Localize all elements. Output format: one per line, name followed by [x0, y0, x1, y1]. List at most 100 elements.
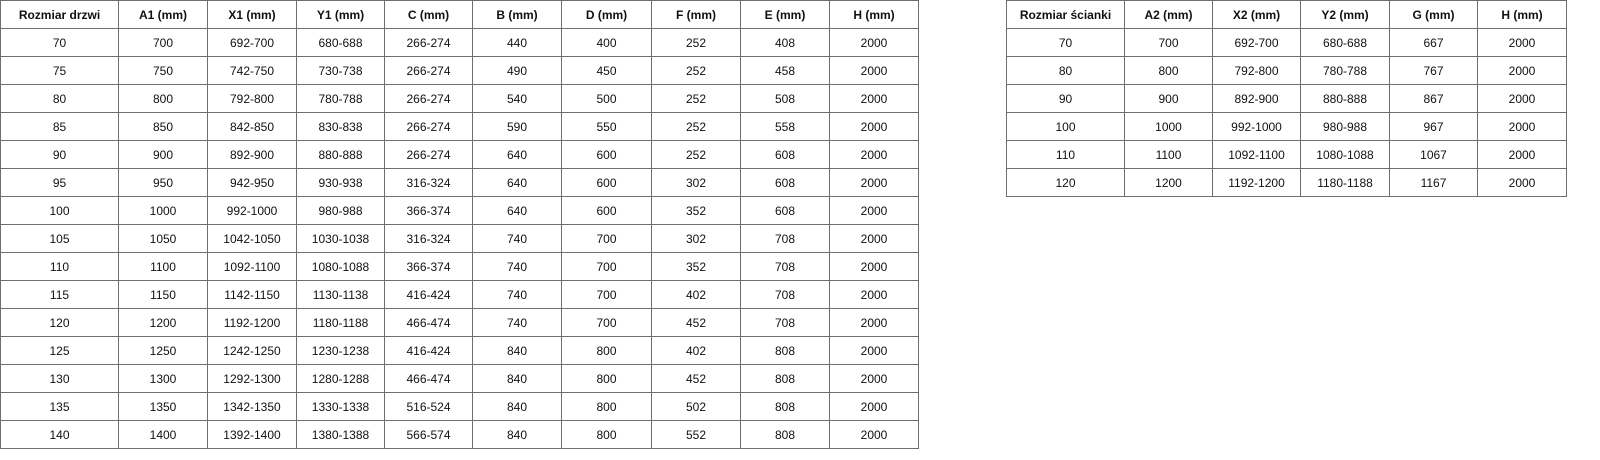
table-cell: 840 — [472, 420, 562, 449]
table-cell: 800 — [561, 336, 652, 365]
table-cell: 608 — [740, 140, 830, 169]
table-cell: 80 — [0, 84, 119, 113]
table-cell: 2000 — [1477, 84, 1567, 113]
table-cell: 667 — [1389, 28, 1478, 57]
table-cell: 867 — [1389, 84, 1478, 113]
column-header: G (mm) — [1389, 0, 1478, 29]
table-cell: 708 — [740, 280, 830, 309]
table-cell: 1042-1050 — [207, 224, 297, 253]
table-cell: 2000 — [829, 252, 919, 281]
table-row: 100 1000 992-1000 980-988 366-374 640 600 352 60… — [0, 196, 919, 225]
table-cell: 2000 — [829, 196, 919, 225]
table-cell: 1100 — [1124, 140, 1213, 169]
table-cell: 692-700 — [207, 28, 297, 57]
table-cell: 1280-1288 — [296, 364, 385, 393]
table-cell: 566-574 — [384, 420, 473, 449]
table-cell: 2000 — [829, 56, 919, 85]
table-cell: 830-838 — [296, 112, 385, 141]
table-cell: 120 — [1006, 168, 1125, 197]
table-cell: 2000 — [1477, 140, 1567, 169]
table-cell: 2000 — [1477, 168, 1567, 197]
table-cell: 708 — [740, 224, 830, 253]
table-row: 80 800 792-800 780-788 266-274 540 500 252 508 20… — [0, 84, 919, 113]
table-header-row: Rozmiar ścianki A2 (mm) X2 (mm) Y2 (mm) G (m… — [1006, 0, 1567, 29]
table-cell: 140 — [0, 420, 119, 449]
table-cell: 800 — [1124, 56, 1213, 85]
table-cell: 502 — [651, 392, 741, 421]
table-row: 115 1150 1142-1150 1130-1138 416-424 740 700 40… — [0, 280, 919, 309]
column-header: X2 (mm) — [1212, 0, 1301, 29]
table-cell: 840 — [472, 336, 562, 365]
table-cell: 980-988 — [296, 196, 385, 225]
table-cell: 680-688 — [1300, 28, 1390, 57]
table-cell: 767 — [1389, 56, 1478, 85]
table-row: 70 700 692-700 680-688 667 2000 — [1006, 28, 1567, 57]
table-cell: 85 — [0, 112, 119, 141]
table-cell: 2000 — [829, 364, 919, 393]
table-cell: 740 — [472, 252, 562, 281]
table-cell: 2000 — [829, 280, 919, 309]
table-header-row: Rozmiar drzwi A1 (mm) X1 (mm) Y1 (mm) C (mm)… — [0, 0, 919, 29]
table-cell: 840 — [472, 364, 562, 393]
table-cell: 366-374 — [384, 196, 473, 225]
table-row: 110 1100 1092-1100 1080-1088 366-374 740 700 35… — [0, 252, 919, 281]
table-cell: 70 — [0, 28, 119, 57]
table-cell: 992-1000 — [207, 196, 297, 225]
table-cell: 316-324 — [384, 224, 473, 253]
table-cell: 1400 — [118, 420, 208, 449]
table-cell: 1200 — [1124, 168, 1213, 197]
table-cell: 70 — [1006, 28, 1125, 57]
table-cell: 252 — [651, 140, 741, 169]
table-cell: 100 — [1006, 112, 1125, 141]
table-cell: 1000 — [1124, 112, 1213, 141]
table-row: 110 1100 1092-1100 1080-1088 1067 2000 — [1006, 140, 1567, 169]
table-cell: 266-274 — [384, 28, 473, 57]
table-cell: 252 — [651, 112, 741, 141]
table-cell: 1342-1350 — [207, 392, 297, 421]
table-cell: 800 — [118, 84, 208, 113]
table-cell: 640 — [472, 140, 562, 169]
table-cell: 130 — [0, 364, 119, 393]
table-cell: 2000 — [829, 84, 919, 113]
table-cell: 842-850 — [207, 112, 297, 141]
table-cell: 600 — [561, 140, 652, 169]
table-row: 130 1300 1292-1300 1280-1288 466-474 840 800 45… — [0, 364, 919, 393]
table-cell: 316-324 — [384, 168, 473, 197]
table-cell: 967 — [1389, 112, 1478, 141]
table-row: 85 850 842-850 830-838 266-274 590 550 252 558 20… — [0, 112, 919, 141]
table-cell: 1092-1100 — [207, 252, 297, 281]
table-cell: 700 — [561, 280, 652, 309]
table-row: 125 1250 1242-1250 1230-1238 416-424 840 800 40… — [0, 336, 919, 365]
table-cell: 780-788 — [296, 84, 385, 113]
table-row: 105 1050 1042-1050 1030-1038 316-324 740 700 30… — [0, 224, 919, 253]
table-cell: 558 — [740, 112, 830, 141]
table-cell: 135 — [0, 392, 119, 421]
table-cell: 90 — [1006, 84, 1125, 113]
column-header: B (mm) — [472, 0, 562, 29]
table-cell: 2000 — [1477, 28, 1567, 57]
table-cell: 800 — [561, 392, 652, 421]
table-cell: 1067 — [1389, 140, 1478, 169]
table-cell: 792-800 — [207, 84, 297, 113]
table-cell: 700 — [118, 28, 208, 57]
table-cell: 552 — [651, 420, 741, 449]
table-cell: 1292-1300 — [207, 364, 297, 393]
table-cell: 1130-1138 — [296, 280, 385, 309]
table-cell: 120 — [0, 308, 119, 337]
column-header: E (mm) — [740, 0, 830, 29]
table-cell: 1250 — [118, 336, 208, 365]
table-cell: 1200 — [118, 308, 208, 337]
table-cell: 892-900 — [207, 140, 297, 169]
table-cell: 880-888 — [296, 140, 385, 169]
table-cell: 466-474 — [384, 364, 473, 393]
table-cell: 110 — [0, 252, 119, 281]
table-cell: 780-788 — [1300, 56, 1390, 85]
table-cell: 110 — [1006, 140, 1125, 169]
door-size-table: Rozmiar drzwi A1 (mm) X1 (mm) Y1 (mm) C (mm)… — [0, 0, 919, 449]
column-header: H (mm) — [829, 0, 919, 29]
table-row: 120 1200 1192-1200 1180-1188 1167 2000 — [1006, 168, 1567, 197]
table-cell: 402 — [651, 280, 741, 309]
table-cell: 80 — [1006, 56, 1125, 85]
table-cell: 700 — [561, 224, 652, 253]
table-cell: 2000 — [829, 308, 919, 337]
